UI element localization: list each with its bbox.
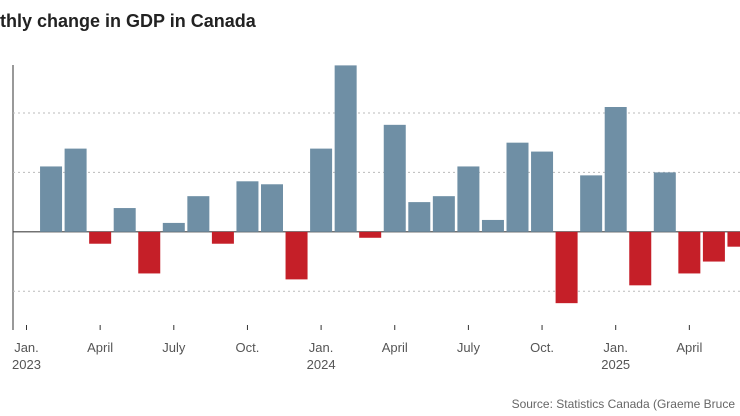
bar <box>432 196 455 232</box>
bar <box>89 231 112 244</box>
x-tick-label: July <box>457 340 481 355</box>
bar <box>727 231 740 247</box>
bar <box>531 151 554 232</box>
bar <box>653 172 676 232</box>
source-note: Source: Statistics Canada (Graeme Bruce <box>512 397 736 411</box>
bar <box>555 231 578 304</box>
bar <box>629 231 652 286</box>
bar <box>187 196 210 232</box>
bar <box>383 124 406 232</box>
bar <box>506 142 529 232</box>
x-tick-label: July <box>162 340 186 355</box>
bar <box>261 184 283 232</box>
x-tick-label: Jan. 2023 <box>12 340 41 372</box>
x-tick-label: April <box>382 340 408 355</box>
bar <box>285 231 308 280</box>
bar <box>580 175 603 232</box>
bar <box>211 231 234 244</box>
x-tick-label: Jan. 2024 <box>307 340 336 372</box>
bar <box>236 181 259 232</box>
x-tick-label: April <box>87 340 113 355</box>
bar <box>40 166 63 232</box>
x-tick-label: Oct. <box>236 340 260 355</box>
chart-title: thly change in GDP in Canada <box>0 11 257 31</box>
bar <box>481 219 504 232</box>
bar <box>604 107 627 232</box>
bar <box>162 222 185 232</box>
bar <box>359 231 382 238</box>
bar <box>310 148 333 232</box>
bar <box>678 231 701 274</box>
bar <box>408 202 431 232</box>
bar <box>113 208 136 232</box>
x-tick-label: April <box>676 340 702 355</box>
bar <box>457 166 480 232</box>
bar <box>334 65 357 232</box>
bar <box>702 231 725 262</box>
bar <box>138 231 161 274</box>
x-tick-label: Oct. <box>530 340 554 355</box>
x-tick-label: Jan. 2025 <box>601 340 630 372</box>
bar <box>64 148 87 232</box>
